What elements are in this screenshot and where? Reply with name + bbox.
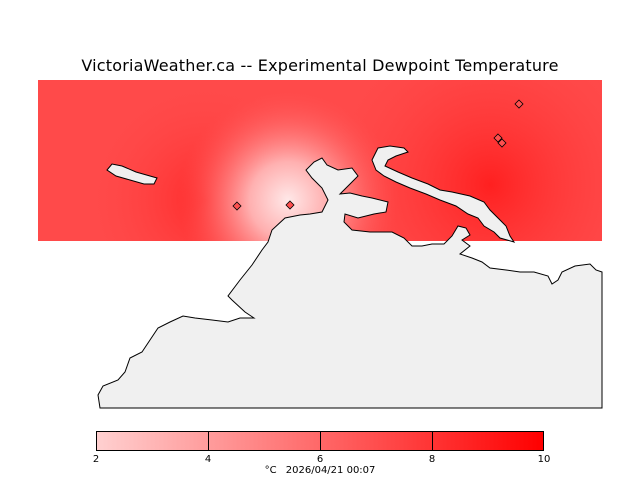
station-marker-diamond-icon[interactable] — [285, 200, 295, 210]
unit-label: °C — [264, 465, 277, 476]
north-shore — [371, 145, 516, 243]
timestamp: 2026/04/21 00:07 — [285, 465, 376, 476]
map-title: VictoriaWeather.ca -- Experimental Dewpo… — [81, 56, 559, 75]
station-marker-diamond-icon[interactable] — [514, 99, 524, 109]
colorbar-tick — [432, 432, 433, 451]
island — [106, 163, 158, 185]
station-marker-diamond-icon[interactable] — [232, 201, 242, 211]
colorbar-label: 6 — [316, 454, 324, 465]
colorbar — [96, 431, 544, 451]
colorbar-label: 4 — [204, 454, 212, 465]
land-mass — [97, 157, 603, 409]
colorbar-footer: °C 2026/04/21 00:07 — [0, 465, 640, 476]
colorbar-label: 2 — [92, 454, 100, 465]
colorbar-label: 8 — [428, 454, 436, 465]
colorbar-tick — [320, 432, 321, 451]
weather-stations — [232, 99, 524, 211]
station-marker-diamond-icon[interactable] — [493, 133, 503, 143]
station-marker-diamond-icon[interactable] — [497, 138, 507, 148]
colorbar-tick — [208, 432, 209, 451]
colorbar-label: 10 — [537, 454, 551, 465]
